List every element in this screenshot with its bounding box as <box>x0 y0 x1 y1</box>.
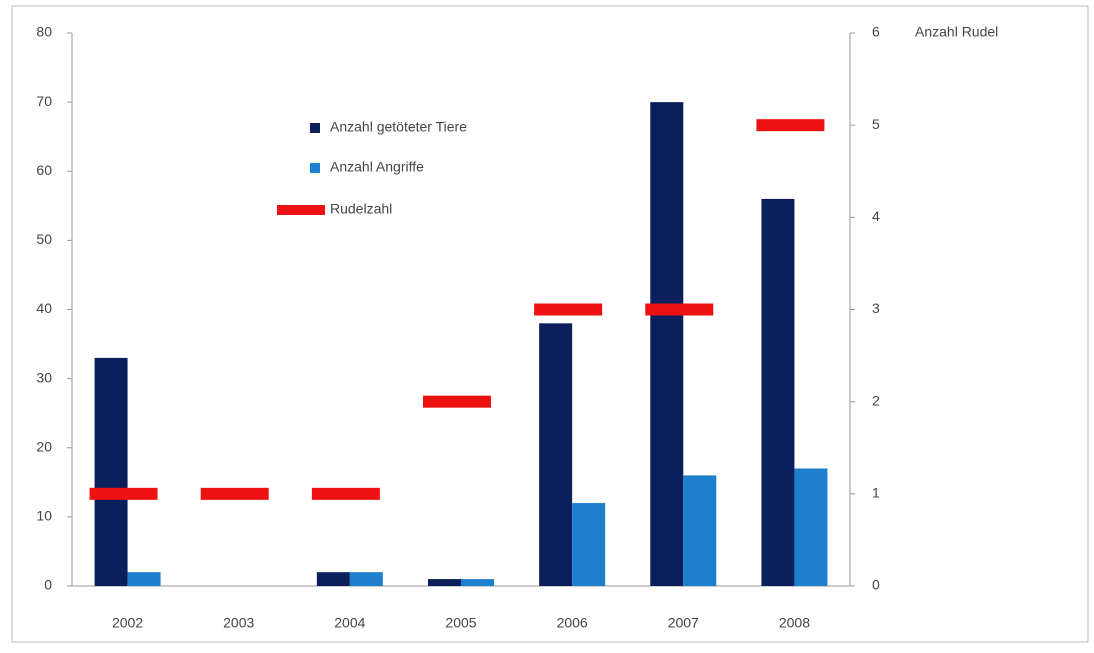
y2-tick-label: 4 <box>872 208 880 224</box>
bar <box>572 503 606 586</box>
y-tick-label: 10 <box>36 508 52 524</box>
dash-marker <box>89 487 158 500</box>
dash-marker <box>534 303 603 316</box>
dash-marker <box>756 119 825 132</box>
y-tick-label: 50 <box>36 231 52 247</box>
bar <box>94 357 128 586</box>
y-tick-label: 40 <box>36 300 52 316</box>
bar <box>683 475 717 586</box>
x-tick-label: 2007 <box>668 615 699 631</box>
y-tick-label: 70 <box>36 93 52 109</box>
y-tick-label: 80 <box>36 24 52 40</box>
bar <box>539 323 573 586</box>
x-tick-label: 2008 <box>779 615 810 631</box>
dash-marker <box>423 395 491 408</box>
x-tick-label: 2002 <box>112 615 143 631</box>
legend-swatch <box>310 163 320 173</box>
x-tick-label: 2006 <box>557 615 588 631</box>
y2-tick-label: 6 <box>872 24 880 40</box>
y-tick-label: 0 <box>44 577 52 593</box>
x-tick-label: 2005 <box>445 615 476 631</box>
legend-label: Anzahl Angriffe <box>330 159 424 175</box>
legend-label: Anzahl getöteter Tiere <box>330 119 467 135</box>
bar <box>461 579 494 586</box>
y2-tick-label: 0 <box>872 577 880 593</box>
dash-marker <box>645 303 714 316</box>
y2-tick-label: 2 <box>872 392 880 408</box>
frame <box>11 5 1089 643</box>
y2-axis-label: Anzahl Rudel <box>915 24 998 40</box>
bar <box>428 579 461 586</box>
x-tick-label: 2003 <box>223 615 254 631</box>
y-tick-label: 20 <box>36 438 52 454</box>
bar <box>794 468 828 586</box>
y-tick-label: 60 <box>36 162 52 178</box>
legend-swatch <box>277 205 325 215</box>
bar <box>761 198 795 586</box>
dash-marker <box>311 487 380 500</box>
bar <box>650 102 684 586</box>
legend-swatch <box>310 123 320 133</box>
x-tick-label: 2004 <box>334 615 365 631</box>
y2-tick-label: 3 <box>872 300 880 316</box>
dash-marker <box>200 487 269 500</box>
y2-tick-label: 5 <box>872 116 880 132</box>
y-tick-label: 30 <box>36 369 52 385</box>
y2-tick-label: 1 <box>872 485 880 501</box>
legend-label: Rudelzahl <box>330 201 392 217</box>
bar <box>316 572 350 586</box>
bar <box>127 572 161 586</box>
bar <box>349 572 383 586</box>
